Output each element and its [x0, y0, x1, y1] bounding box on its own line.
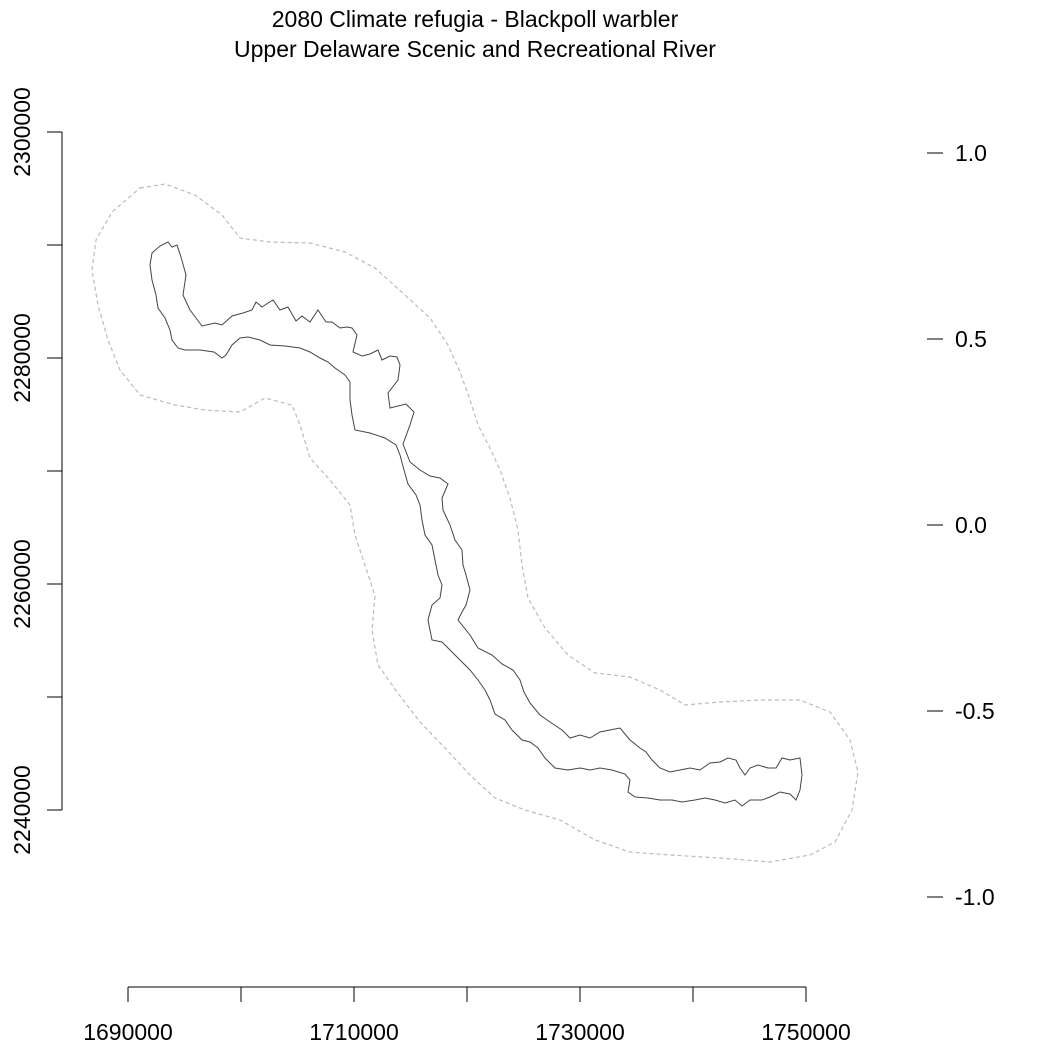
y-tick-label: 2300000 [9, 87, 35, 177]
legend-tick-label: 0.0 [955, 512, 987, 538]
y-axis [47, 131, 63, 811]
legend-tick-label: 0.5 [955, 326, 987, 352]
x-tick-label: 1730000 [535, 1019, 625, 1045]
legend-axis [927, 152, 943, 898]
legend-tick-label: -0.5 [955, 698, 995, 724]
y-tick-label: 2240000 [9, 765, 35, 855]
y-tick-label: 2260000 [9, 539, 35, 629]
legend-tick-label: 1.0 [955, 140, 987, 166]
buffer-outline [91, 183, 859, 863]
x-tick-label: 1710000 [309, 1019, 399, 1045]
y-tick-label: 2280000 [9, 313, 35, 403]
x-tick-label: 1750000 [761, 1019, 851, 1045]
x-axis [127, 986, 807, 1002]
x-tick-label: 1690000 [83, 1019, 173, 1045]
map-subtitle: Upper Delaware Scenic and Recreational R… [234, 36, 716, 62]
legend-tick-label: -1.0 [955, 884, 995, 910]
park-boundary [149, 241, 803, 807]
map-title: 2080 Climate refugia - Blackpoll warbler [271, 6, 679, 32]
